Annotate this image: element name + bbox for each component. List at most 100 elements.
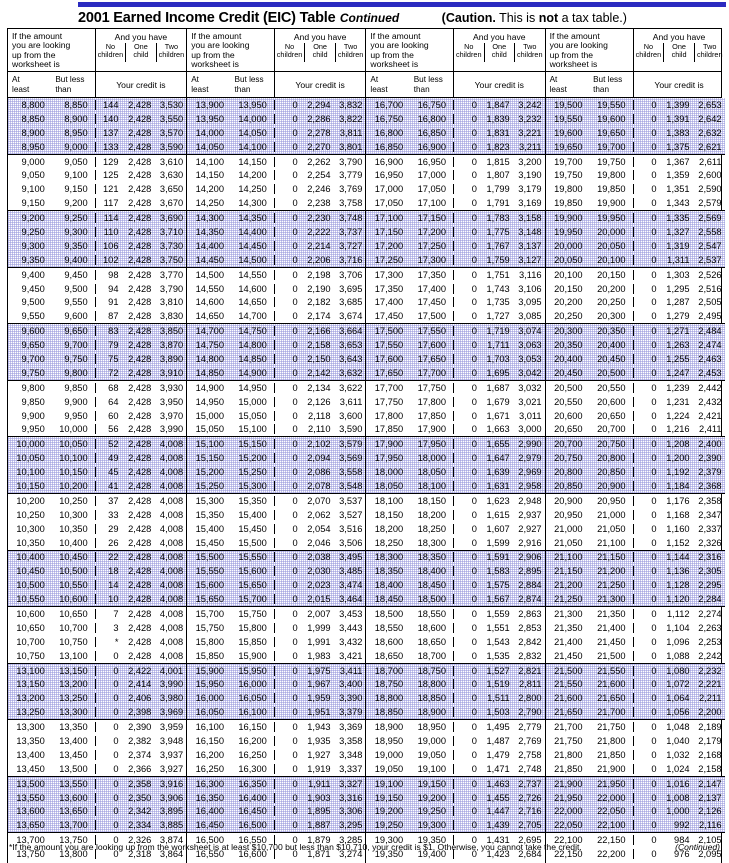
cell-two-children: 3,706 — [339, 269, 363, 280]
table-row: 15,550 15,600 0 2,030 3,485 — [187, 564, 365, 578]
cell-but-less-than: 16,850 — [409, 127, 454, 138]
table-row: 18,000 18,050 0 1,639 2,969 — [366, 465, 544, 479]
cell-no-children: 0 — [471, 622, 477, 633]
table-row: 14,100 14,150 0 2,262 3,790 — [187, 155, 365, 169]
children-columns: No children One child Two children — [634, 42, 725, 62]
cell-one-child: 1,056 — [666, 707, 690, 718]
cell-at-least: 15,600 — [195, 580, 224, 591]
cell-but-less-than: 17,500 — [409, 311, 454, 322]
cell-but-less-than: 9,100 — [51, 170, 96, 181]
cell-no-children: 0 — [651, 594, 657, 605]
cell-no-children: 0 — [113, 778, 119, 789]
and-you-have-header: And you have No children One child Two chil… — [275, 29, 366, 71]
table-row: 20,400 20,450 0 1,255 2,463 — [546, 352, 725, 366]
cell-at-least: 20,750 — [554, 453, 583, 464]
cell-no-children: 0 — [471, 707, 477, 718]
table-row-group: 16,900 16,950 0 1,815 3,200 16,950 17,000 0 1,80… — [366, 155, 545, 212]
cell-two-children: 2,211 — [698, 693, 722, 704]
cell-but-less-than: 8,850 — [51, 99, 96, 110]
cell-no-children: 0 — [113, 835, 119, 846]
table-header-row-2: At least But less than Your credit is At le… — [8, 72, 721, 98]
cell-one-child: 1,839 — [486, 113, 510, 124]
cell-at-least: 20,900 — [554, 495, 583, 506]
table-row-group: 16,500 16,550 0 1,879 3,285 16,550 16,600 0 1,87… — [187, 833, 365, 863]
cell-no-children: 0 — [471, 849, 477, 860]
cell-but-less-than: 17,450 — [409, 297, 454, 308]
cell-one-child: 2,428 — [128, 495, 152, 506]
cell-at-least: 18,750 — [374, 679, 404, 690]
cell-one-child: 2,428 — [128, 127, 152, 138]
cell-at-least: 14,900 — [195, 382, 224, 393]
cell-no-children: 0 — [471, 170, 477, 181]
cell-one-child: 2,428 — [128, 480, 152, 491]
cell-no-children: 75 — [108, 353, 119, 364]
cell-one-child: 2,222 — [307, 226, 331, 237]
cell-two-children: 2,421 — [698, 410, 722, 421]
table-row: 15,750 15,800 0 1,999 3,443 — [187, 621, 365, 635]
cell-but-less-than: 13,600 — [51, 792, 96, 803]
cell-one-child: 2,428 — [128, 156, 152, 167]
cell-one-child: 2,118 — [307, 410, 331, 421]
cell-two-children: 4,001 — [159, 665, 184, 676]
cell-no-children: 0 — [471, 806, 477, 817]
cell-at-least: 19,850 — [554, 198, 583, 209]
table-row: 18,900 18,950 0 1,495 2,779 — [366, 720, 544, 734]
table-row: 19,950 20,000 0 1,327 2,558 — [546, 225, 725, 239]
cell-but-less-than: 18,050 — [409, 467, 454, 478]
cell-but-less-than: 17,300 — [409, 254, 454, 265]
cell-at-least: 19,650 — [554, 141, 583, 152]
cell-no-children: 0 — [471, 509, 477, 520]
cell-one-child: 1,495 — [486, 722, 510, 733]
table-row: 20,700 20,750 0 1,208 2,400 — [546, 437, 725, 451]
cell-one-child: 1,271 — [666, 326, 690, 337]
cell-at-least: 10,350 — [16, 537, 45, 548]
cell-two-children: 3,179 — [518, 184, 542, 195]
amount-line-3: up from the — [191, 49, 235, 60]
amount-line-3: up from the — [549, 49, 594, 60]
cell-two-children: 3,830 — [159, 311, 184, 322]
cell-no-children: 0 — [292, 835, 298, 846]
table-row: 19,200 19,250 0 1,447 2,716 — [366, 805, 544, 819]
cell-at-least: 10,750 — [16, 650, 45, 661]
cell-at-least: 18,700 — [374, 665, 404, 676]
cell-but-less-than: 13,750 — [51, 835, 96, 846]
table-row-group: 15,900 15,950 0 1,975 3,411 15,950 16,000 0 1,96… — [187, 663, 366, 721]
table-row-group: 21,300 21,350 0 1,112 2,274 21,350 21,400 0 1,10… — [545, 607, 725, 664]
cell-at-least: 9,250 — [21, 226, 45, 237]
cell-one-child: 1,024 — [666, 763, 690, 774]
cell-but-less-than: 20,600 — [589, 396, 634, 407]
cell-but-less-than: 13,950 — [230, 99, 275, 110]
cell-no-children: 0 — [651, 566, 657, 577]
cell-one-child: 1,895 — [307, 806, 331, 817]
cell-at-least: 20,100 — [554, 269, 583, 280]
cell-one-child: 1,439 — [486, 820, 510, 831]
block-subheader: At least But less than Your credit is — [8, 72, 188, 97]
cell-but-less-than: 18,100 — [409, 480, 454, 491]
cell-two-children: 3,095 — [518, 297, 542, 308]
table-row: 10,200 10,250 37 2,428 4,008 — [8, 494, 186, 508]
cell-but-less-than: 16,900 — [409, 141, 454, 152]
table-row: 20,250 20,300 0 1,279 2,495 — [546, 309, 725, 323]
amount-line-1: If the amount — [12, 31, 63, 41]
cell-at-least: 19,500 — [554, 99, 583, 110]
table-row-group: 10,000 10,050 52 2,428 4,008 10,050 10,100 49 2,… — [8, 437, 187, 494]
cell-one-child: 2,428 — [128, 636, 152, 647]
cell-no-children: 0 — [292, 707, 298, 718]
cell-no-children: 0 — [292, 594, 298, 605]
cell-no-children: 0 — [651, 99, 657, 110]
cell-two-children: 3,801 — [339, 141, 363, 152]
cell-no-children: 0 — [471, 156, 477, 167]
amount-line-4: worksheet is — [370, 58, 419, 69]
table-row: 20,300 20,350 0 1,271 2,484 — [546, 324, 725, 338]
cell-at-least: 20,800 — [554, 467, 583, 478]
cell-no-children: 0 — [292, 424, 298, 435]
cell-at-least: 13,250 — [16, 707, 45, 718]
and-you-have-header: And you have No children One child Two chil… — [96, 29, 187, 71]
no-children-header: No children — [97, 42, 124, 60]
cell-at-least: 9,550 — [21, 311, 45, 322]
cell-but-less-than: 18,500 — [409, 594, 454, 605]
amount-line-2: you are looking — [370, 40, 429, 51]
table-row-group: 17,700 17,750 0 1,687 3,032 17,750 17,800 0 1,67… — [366, 381, 545, 438]
cell-two-children: 3,295 — [339, 820, 363, 831]
